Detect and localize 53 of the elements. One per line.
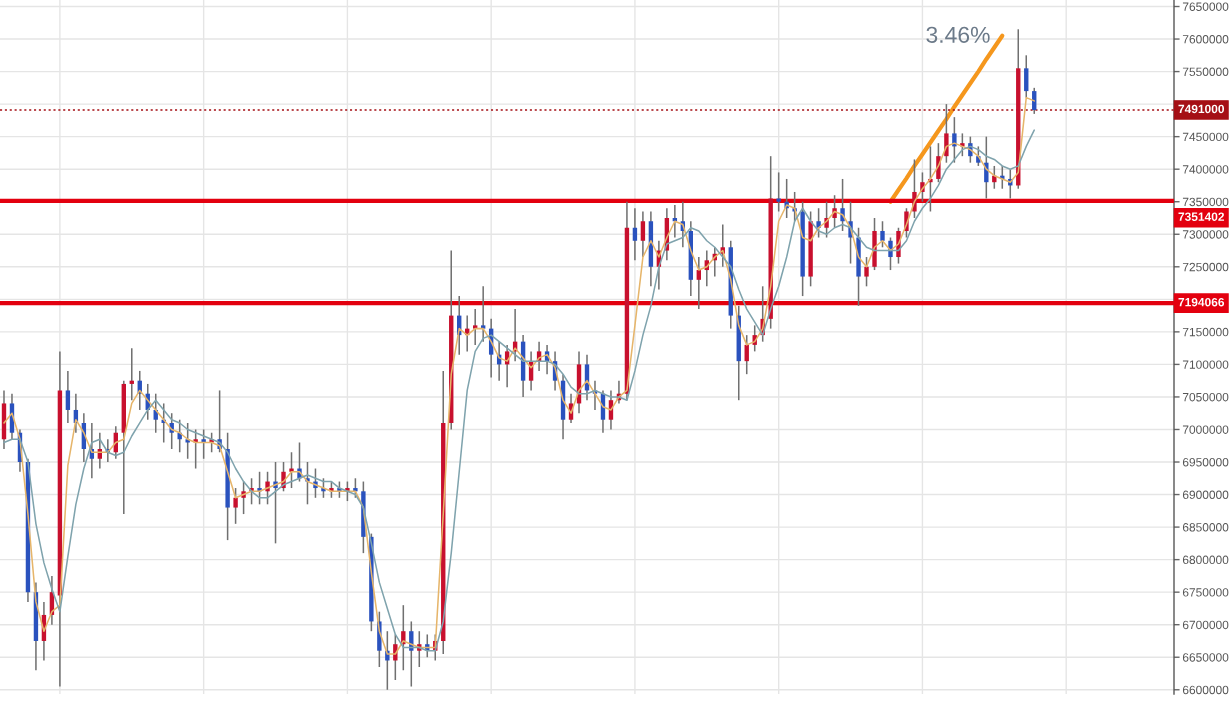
- candlestick: [1024, 54, 1029, 99]
- candlestick: [840, 178, 845, 232]
- candlestick: [241, 480, 246, 515]
- y-tick-label: 7350000: [1182, 197, 1229, 207]
- candlestick: [816, 207, 821, 239]
- candlestick: [401, 604, 406, 672]
- candlestick: [880, 220, 885, 249]
- y-tick-label: 7050000: [1182, 392, 1229, 402]
- y-tick-label: 6900000: [1182, 490, 1229, 499]
- candlestick: [640, 210, 646, 258]
- y-tick-label: 7400000: [1182, 165, 1229, 174]
- candlestick: [472, 308, 478, 346]
- y-tick-label: 6800000: [1182, 555, 1229, 565]
- candlestick: [864, 256, 869, 288]
- y-tick-label: 7300000: [1182, 230, 1229, 239]
- y-tick-label: 7150000: [1182, 327, 1229, 337]
- candlestick: [960, 132, 965, 157]
- y-tick-label: 6950000: [1182, 458, 1229, 467]
- candlestick: [201, 428, 206, 460]
- y-tick-label: 7600000: [1182, 35, 1229, 44]
- candlestick: [177, 418, 182, 454]
- candlestick: [824, 200, 829, 239]
- y-tick-label: 6700000: [1182, 620, 1229, 630]
- candlestick: [393, 633, 398, 681]
- y-tick-label: 7000000: [1182, 425, 1229, 434]
- annotation: 3.46%: [926, 26, 990, 43]
- y-tick-label: 7100000: [1182, 360, 1229, 369]
- y-tick-label: 6750000: [1182, 588, 1229, 597]
- ref-line-label: 7351402: [1178, 212, 1225, 221]
- candlestick: [944, 103, 949, 164]
- candlestick: [353, 477, 358, 499]
- candlestick: [193, 428, 198, 470]
- candlestick: [888, 236, 893, 271]
- candlestick: [65, 370, 71, 424]
- y-tick-label: 6650000: [1182, 653, 1229, 662]
- y-tick-label: 7550000: [1182, 67, 1229, 77]
- ref-line-label: 7491000: [1178, 104, 1225, 114]
- candlestick: [632, 207, 638, 262]
- y-tick-label: 6600000: [1182, 685, 1229, 695]
- y-tick-label: 7650000: [1182, 2, 1229, 11]
- candlestick: [345, 480, 350, 502]
- candlestick: [936, 142, 941, 183]
- candlestick: [233, 487, 238, 525]
- candlestick: [952, 116, 957, 164]
- candlestick: [776, 171, 781, 213]
- y-tick-label: 7450000: [1182, 132, 1229, 142]
- ref-line-label: 7194066: [1178, 297, 1225, 307]
- candlestick: [992, 165, 997, 190]
- candlestick: [480, 285, 486, 343]
- candlestick: [984, 135, 989, 200]
- y-tick-label: 7250000: [1182, 262, 1229, 272]
- candlestick: [832, 194, 837, 229]
- y-tick-label: 6850000: [1182, 523, 1229, 532]
